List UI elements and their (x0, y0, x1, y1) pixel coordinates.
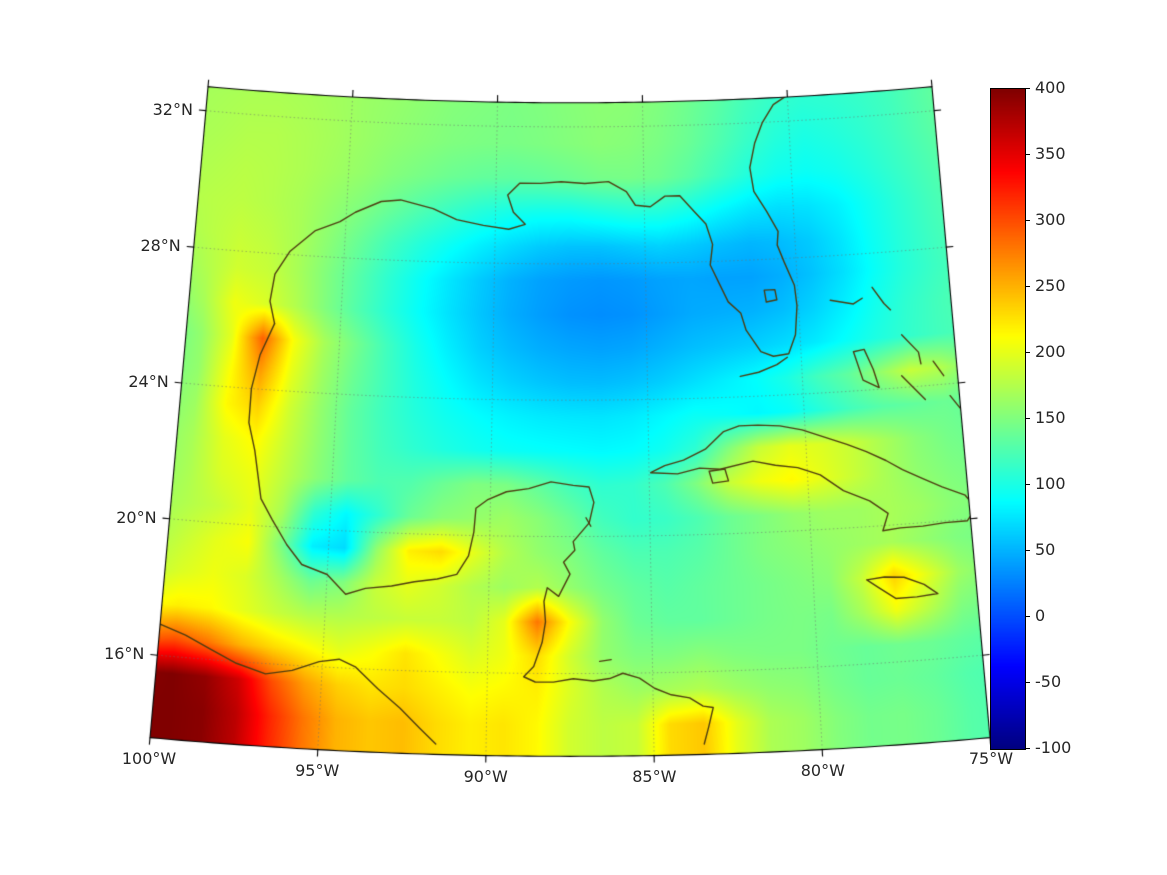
colorbar-gradient (991, 89, 1025, 749)
colorbar (990, 88, 1026, 750)
